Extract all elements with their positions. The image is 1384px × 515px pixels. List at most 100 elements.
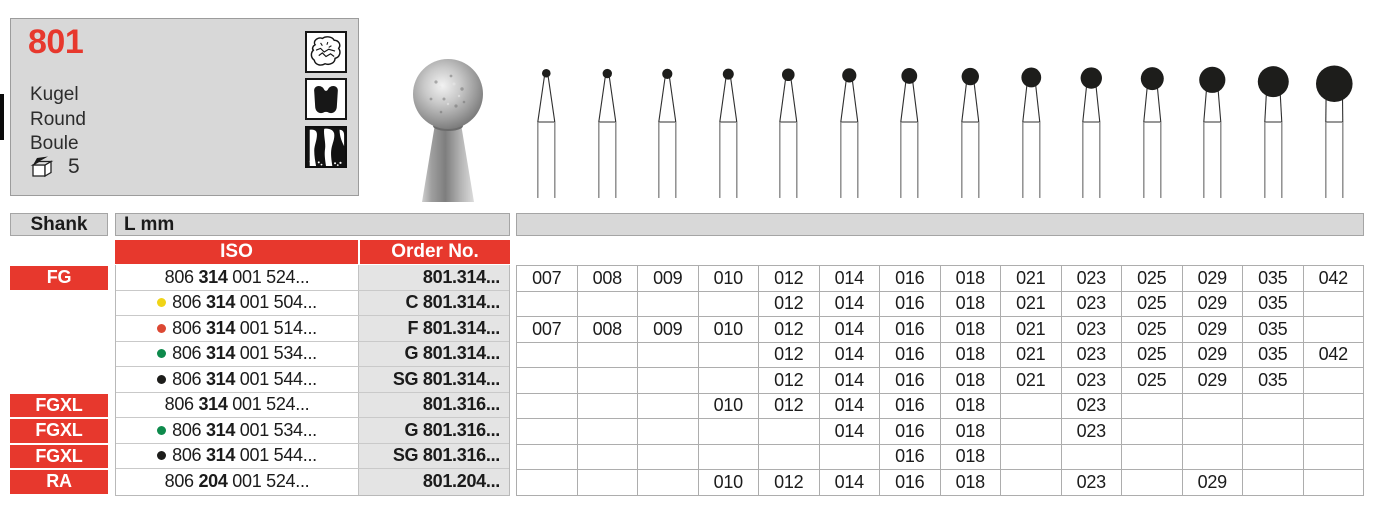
size-cell xyxy=(1001,444,1062,470)
shank-badge: FG xyxy=(10,266,108,290)
size-cell: 014 xyxy=(819,342,880,368)
size-cell: 025 xyxy=(1122,342,1183,368)
round-bur-silhouette-021 xyxy=(1021,67,1041,198)
size-cell: 014 xyxy=(819,368,880,394)
iso-number-cell: 806 204 001 524... xyxy=(116,469,359,495)
iso-number: 806 314 001 534... xyxy=(172,419,317,440)
size-cell: 042 xyxy=(1303,342,1364,368)
size-cell xyxy=(1061,444,1122,470)
shank-cell: FG xyxy=(10,265,108,291)
size-cell: 023 xyxy=(1061,368,1122,394)
pack-quantity: 5 xyxy=(68,155,80,178)
order-number-cell: SG 801.316... xyxy=(359,443,509,468)
round-bur-silhouette-007 xyxy=(537,68,556,198)
size-cell xyxy=(1303,470,1364,496)
size-cell: 014 xyxy=(819,317,880,343)
shank-cell-empty xyxy=(10,367,108,393)
size-cell xyxy=(638,470,699,496)
size-cell xyxy=(819,444,880,470)
table-row: 806 204 001 524... 801.204... xyxy=(116,469,509,495)
size-cell xyxy=(698,342,759,368)
size-cell: 012 xyxy=(759,317,820,343)
order-number-cell: G 801.314... xyxy=(359,341,509,366)
size-cell xyxy=(759,419,820,445)
grit-dot-green xyxy=(157,349,167,359)
size-cell: 035 xyxy=(1243,342,1304,368)
iso-number: 806 204 001 524... xyxy=(164,471,310,492)
size-cell xyxy=(1122,444,1183,470)
size-cell: 018 xyxy=(940,470,1001,496)
product-info-box: 801 Kugel Round Boule 5 xyxy=(10,18,359,196)
table-row: 806 314 001 544... SG 801.316... xyxy=(116,443,509,469)
shank-column-header: Shank xyxy=(10,213,108,236)
size-cell: 042 xyxy=(1303,266,1364,292)
size-cell: 009 xyxy=(638,266,699,292)
order-number-cell: F 801.314... xyxy=(359,316,509,341)
product-names: Kugel Round Boule xyxy=(30,83,86,157)
size-cell: 016 xyxy=(880,368,941,394)
size-cell xyxy=(1243,444,1304,470)
size-cell: 029 xyxy=(1182,470,1243,496)
size-cell xyxy=(1303,291,1364,317)
size-cell xyxy=(638,342,699,368)
shank-badge: RA xyxy=(10,470,108,494)
size-cell: 014 xyxy=(819,419,880,445)
size-cell xyxy=(517,342,578,368)
round-bur-silhouette-025 xyxy=(1140,67,1164,198)
size-cell xyxy=(1243,419,1304,445)
shank-cell: FGXL xyxy=(10,393,108,419)
shank-column: FG FGXL FGXL FGXL RA xyxy=(10,265,108,495)
table-row: 806 314 001 514... F 801.314... xyxy=(116,316,509,342)
size-cell: 016 xyxy=(880,342,941,368)
size-cell: 018 xyxy=(940,368,1001,394)
shank-cell-empty xyxy=(10,291,108,317)
shank-cell: FGXL xyxy=(10,444,108,470)
size-cell: 010 xyxy=(698,470,759,496)
shank-cell: FGXL xyxy=(10,418,108,444)
table-row: 806 314 001 524... 801.316... xyxy=(116,392,509,418)
product-name-fr: Boule xyxy=(30,133,79,154)
iso-column-header: ISO xyxy=(115,240,358,264)
iso-number: 806 314 001 514... xyxy=(172,317,317,338)
iso-number-cell: 806 314 001 524... xyxy=(116,265,359,290)
size-cell: 018 xyxy=(940,444,1001,470)
iso-number-cell: 806 314 001 504... xyxy=(116,290,359,315)
size-cell: 007 xyxy=(517,317,578,343)
size-cell: 029 xyxy=(1182,291,1243,317)
size-cell: 016 xyxy=(880,393,941,419)
tooth-crown-icon xyxy=(305,78,347,120)
round-bur-silhouette-009 xyxy=(658,68,677,198)
round-bur-silhouette-010 xyxy=(718,68,738,198)
shank-badge: FGXL xyxy=(10,419,108,443)
bur-photo xyxy=(396,54,500,202)
iso-number-cell: 806 314 001 534... xyxy=(116,341,359,366)
size-cell: 035 xyxy=(1243,291,1304,317)
size-cell: 016 xyxy=(880,419,941,445)
size-cell: 016 xyxy=(880,317,941,343)
pack-info: 5 xyxy=(27,151,80,183)
tooth-root-icon xyxy=(305,126,347,168)
size-cell xyxy=(759,444,820,470)
size-cell: 014 xyxy=(819,393,880,419)
order-number-cell: 801.316... xyxy=(359,392,509,417)
size-cell: 012 xyxy=(759,342,820,368)
shank-header-label: Shank xyxy=(30,213,88,235)
size-cell: 025 xyxy=(1122,368,1183,394)
size-cell: 023 xyxy=(1061,419,1122,445)
size-cell: 018 xyxy=(940,342,1001,368)
order-column-header: Order No. xyxy=(358,240,510,264)
size-cell: 018 xyxy=(940,291,1001,317)
size-cell: 029 xyxy=(1182,368,1243,394)
size-cell xyxy=(577,291,638,317)
shank-cell: RA xyxy=(10,469,108,495)
size-cell: 035 xyxy=(1243,266,1304,292)
size-cell: 023 xyxy=(1061,266,1122,292)
table-row: 806 314 001 534... G 801.314... xyxy=(116,341,509,367)
size-cell xyxy=(698,419,759,445)
size-cell xyxy=(698,444,759,470)
shank-cell-empty xyxy=(10,342,108,368)
iso-number-cell: 806 314 001 544... xyxy=(116,443,359,468)
grit-dot-yellow xyxy=(157,298,167,308)
iso-number-cell: 806 314 001 544... xyxy=(116,367,359,392)
size-cell: 018 xyxy=(940,419,1001,445)
